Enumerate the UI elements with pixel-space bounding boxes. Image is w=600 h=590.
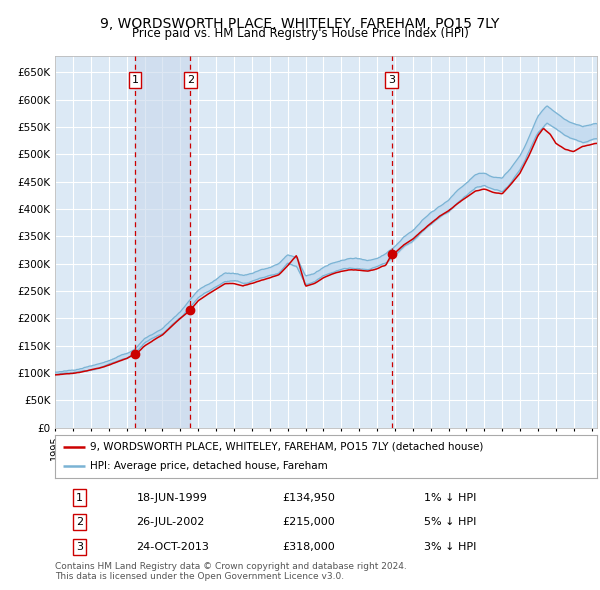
Text: 9, WORDSWORTH PLACE, WHITELEY, FAREHAM, PO15 7LY (detached house): 9, WORDSWORTH PLACE, WHITELEY, FAREHAM, … — [91, 442, 484, 452]
Text: £215,000: £215,000 — [283, 517, 335, 527]
Text: 3: 3 — [388, 75, 395, 85]
Text: 2: 2 — [76, 517, 83, 527]
Text: 3% ↓ HPI: 3% ↓ HPI — [424, 542, 476, 552]
Text: 2: 2 — [187, 75, 194, 85]
Text: 24-OCT-2013: 24-OCT-2013 — [136, 542, 209, 552]
Text: 26-JUL-2002: 26-JUL-2002 — [136, 517, 205, 527]
Text: Contains HM Land Registry data © Crown copyright and database right 2024.
This d: Contains HM Land Registry data © Crown c… — [55, 562, 407, 581]
Text: HPI: Average price, detached house, Fareham: HPI: Average price, detached house, Fare… — [91, 461, 328, 471]
Bar — [135, 56, 190, 428]
Text: £318,000: £318,000 — [283, 542, 335, 552]
Text: 3: 3 — [76, 542, 83, 552]
Text: 1: 1 — [131, 75, 139, 85]
Text: 1: 1 — [76, 493, 83, 503]
Text: 9, WORDSWORTH PLACE, WHITELEY, FAREHAM, PO15 7LY: 9, WORDSWORTH PLACE, WHITELEY, FAREHAM, … — [100, 17, 500, 31]
Text: 1% ↓ HPI: 1% ↓ HPI — [424, 493, 476, 503]
Text: £134,950: £134,950 — [283, 493, 335, 503]
Text: 18-JUN-1999: 18-JUN-1999 — [136, 493, 208, 503]
Text: 5% ↓ HPI: 5% ↓ HPI — [424, 517, 476, 527]
Text: Price paid vs. HM Land Registry's House Price Index (HPI): Price paid vs. HM Land Registry's House … — [131, 27, 469, 40]
